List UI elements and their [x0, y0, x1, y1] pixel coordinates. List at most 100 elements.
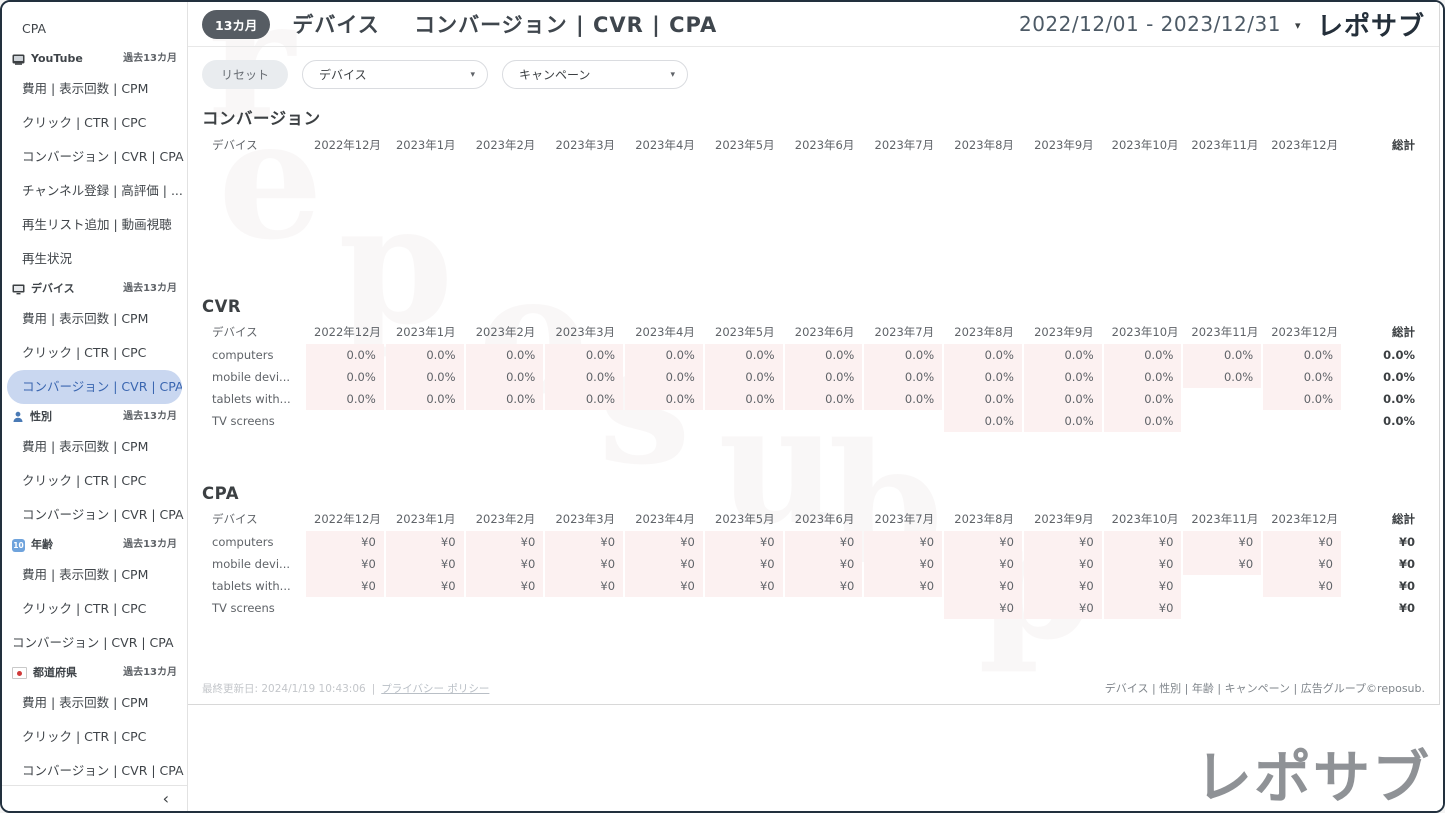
cell-value: 0.0%: [306, 344, 384, 366]
total-value: 0.0%: [1383, 392, 1415, 406]
cell-value: [466, 597, 544, 619]
cell-value: [625, 597, 703, 619]
table-section: CVR デバイス 2022年12月 2023年1月 2023年2月 2023年3月 2023…: [202, 297, 1425, 432]
sidebar-collapse-button[interactable]: ‹: [2, 785, 187, 811]
cell-value: 0.0%: [1023, 410, 1102, 432]
table-row: TV screens 0.0% 0.0% 0.0% 0.0%: [204, 410, 1423, 432]
cell-value: 0.0%: [704, 388, 783, 410]
cell-value: ¥0: [625, 553, 703, 575]
sidebar-item[interactable]: コンバージョン | CVR | CPA: [22, 763, 184, 778]
cell-value: ¥0: [784, 575, 863, 597]
cell-value: 0.0%: [465, 366, 544, 388]
month-column-header: 2023年11月: [1191, 325, 1259, 339]
cell-value: 0.0%: [465, 344, 544, 366]
sidebar-item[interactable]: 費用 | 表示回数 | CPM: [22, 439, 149, 454]
cell-value: 0.0%: [784, 366, 863, 388]
cell-value: ¥0: [306, 531, 384, 553]
total-value: ¥0: [1398, 557, 1415, 571]
date-range-picker[interactable]: 2022/12/01 - 2023/12/31 ▾: [1019, 12, 1317, 36]
cell-value: ¥0: [784, 531, 863, 553]
sidebar-section-period: 過去13カ月: [123, 411, 177, 422]
row-label: mobile devi...: [212, 370, 291, 384]
cell-value: 0.0%: [1103, 388, 1182, 410]
sidebar-item[interactable]: 再生リスト追加 | 動画視聴: [22, 217, 172, 232]
reset-button[interactable]: リセット: [202, 60, 289, 89]
cell-value: ¥0: [385, 531, 464, 553]
sidebar-item[interactable]: 費用 | 表示回数 | CPM: [22, 567, 149, 582]
cell-value: 0.0%: [1023, 366, 1102, 388]
sidebar-item[interactable]: コンバージョン | CVR | CPA: [22, 149, 184, 164]
brand-logo-watermark: レポサブ: [1195, 745, 1431, 811]
campaign-filter-dropdown[interactable]: キャンペーン ▾: [502, 60, 689, 89]
data-table: デバイス 2022年12月 2023年1月 2023年2月 2023年3月 2023年4月…: [202, 507, 1425, 619]
cell-value: 0.0%: [784, 344, 863, 366]
cell-value: 0.0%: [864, 388, 943, 410]
sidebar-item[interactable]: コンバージョン | CVR | CPA: [22, 507, 184, 522]
sidebar-item[interactable]: 費用 | 表示回数 | CPM: [22, 311, 149, 326]
sidebar-item[interactable]: クリック | CTR | CPC: [22, 601, 147, 616]
total-column-header: 総計: [1392, 138, 1415, 152]
cell-value: ¥0: [1023, 575, 1102, 597]
brand-logo: レポサブ: [1316, 11, 1425, 42]
month-column-header: 2023年9月: [1034, 138, 1094, 152]
sidebar-item[interactable]: コンバージョン | CVR | CPA: [12, 635, 174, 650]
cell-value: 0.0%: [306, 388, 384, 410]
cell-value: [1263, 597, 1341, 619]
sidebar-item[interactable]: クリック | CTR | CPC: [22, 473, 147, 488]
cell-value: ¥0: [704, 575, 783, 597]
cell-value: ¥0: [784, 553, 863, 575]
month-column-header: 2023年4月: [635, 138, 695, 152]
cell-value: 0.0%: [864, 344, 943, 366]
sidebar-item[interactable]: チャンネル登録 | 高評価 | ...: [22, 183, 183, 198]
sidebar-item[interactable]: 再生状況: [22, 251, 73, 266]
last-updated-text: 最終更新日: 2024/1/19 10:43:06: [202, 683, 366, 695]
cell-value: [705, 597, 783, 619]
cell-value: [864, 597, 942, 619]
sidebar-item[interactable]: 費用 | 表示回数 | CPM: [22, 81, 149, 96]
sidebar-item[interactable]: クリック | CTR | CPC: [22, 729, 147, 744]
cell-value: ¥0: [465, 575, 544, 597]
cell-value: [1183, 575, 1261, 597]
cell-value: ¥0: [1183, 531, 1262, 553]
table-title: CPA: [202, 484, 239, 503]
device-filter-dropdown[interactable]: デバイス ▾: [302, 60, 489, 89]
sidebar-item-active[interactable]: コンバージョン | CVR | CPA: [7, 370, 182, 404]
sidebar-section-period: 過去13カ月: [123, 667, 177, 678]
cell-value: ¥0: [864, 553, 943, 575]
cell-value: ¥0: [944, 575, 1022, 597]
table-title: コンバージョン: [202, 109, 321, 128]
cell-value: [625, 410, 703, 432]
month-column-header: 2023年6月: [794, 138, 855, 152]
month-column-header: 2023年8月: [954, 325, 1014, 339]
month-column-header: 2023年3月: [555, 138, 616, 152]
sidebar-item[interactable]: クリック | CTR | CPC: [22, 345, 147, 360]
row-label: TV screens: [212, 601, 275, 615]
row-label: TV screens: [212, 414, 275, 428]
cell-value: 0.0%: [1263, 344, 1341, 366]
sidebar-item[interactable]: クリック | CTR | CPC: [22, 115, 147, 130]
cell-value: ¥0: [704, 553, 783, 575]
cell-value: [705, 410, 783, 432]
sidebar-item[interactable]: CPA: [22, 21, 47, 36]
cell-value: 0.0%: [944, 388, 1022, 410]
cell-value: 0.0%: [465, 388, 544, 410]
sidebar-section-label: YouTube: [31, 52, 83, 65]
month-column-header: 2023年5月: [715, 325, 775, 339]
privacy-policy-link[interactable]: プライバシー ポリシー: [381, 683, 490, 695]
cell-value: [1183, 410, 1261, 432]
title-device: デバイス: [292, 13, 380, 37]
cell-value: 0.0%: [625, 388, 703, 410]
cell-value: ¥0: [545, 531, 624, 553]
month-column-header: 2023年9月: [1034, 325, 1094, 339]
cell-value: 0.0%: [1103, 410, 1182, 432]
sidebar-item[interactable]: 費用 | 表示回数 | CPM: [22, 695, 149, 710]
chevron-down-icon: ▾: [470, 69, 476, 80]
cell-value: ¥0: [944, 553, 1022, 575]
month-column-header: 2023年7月: [874, 512, 935, 526]
month-column-header: 2023年7月: [874, 138, 935, 152]
cell-value: ¥0: [465, 531, 544, 553]
chevron-left-icon: ‹: [162, 789, 169, 808]
report-dimensions-text: デバイス | 性別 | 年齢 | キャンペーン | 広告グループ©reposub…: [1104, 682, 1425, 695]
cell-value: ¥0: [545, 575, 624, 597]
cell-value: [1263, 410, 1341, 432]
